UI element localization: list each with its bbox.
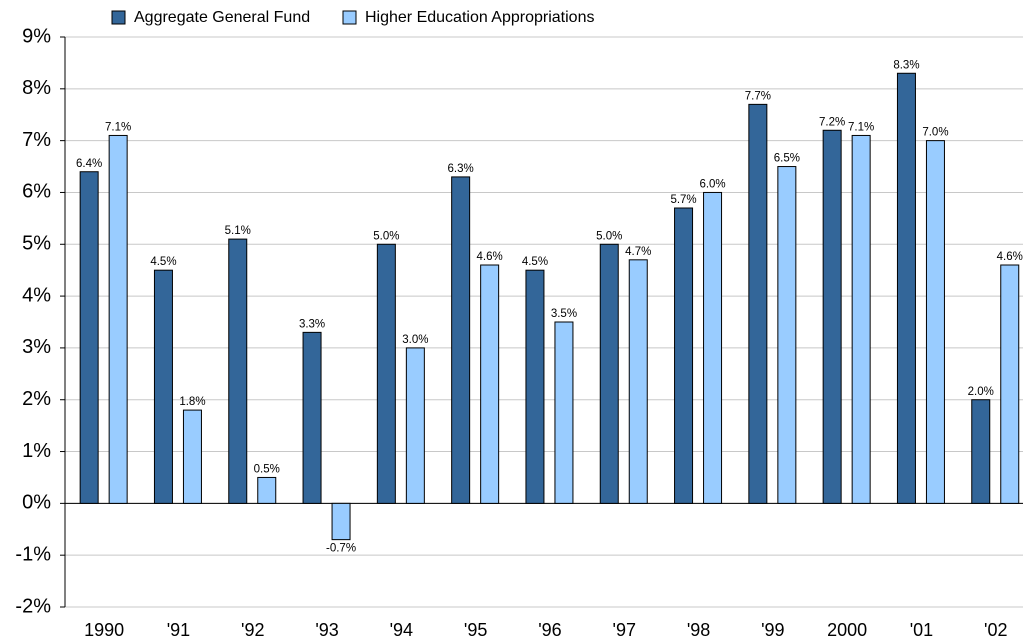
y-tick-label: 0% <box>22 492 51 514</box>
x-tick-label: '93 <box>315 620 338 640</box>
value-label: 6.5% <box>774 153 800 165</box>
value-label: 8.3% <box>893 59 919 71</box>
value-label: 4.7% <box>625 246 651 258</box>
x-tick-label: '97 <box>613 620 636 640</box>
value-label: 5.0% <box>373 230 399 242</box>
value-label: 3.5% <box>551 308 577 320</box>
bar <box>182 409 202 504</box>
x-tick-label: '98 <box>687 620 710 640</box>
value-label: 1.8% <box>179 396 205 408</box>
x-tick-label: 1990 <box>84 620 124 640</box>
legend-label: Aggregate General Fund <box>134 9 310 26</box>
x-tick-label: 2000 <box>827 620 867 640</box>
y-tick-label: 4% <box>22 284 51 306</box>
bar <box>302 331 322 504</box>
value-label: 5.0% <box>596 230 622 242</box>
value-label: 6.0% <box>699 178 725 190</box>
y-tick-label: -2% <box>15 595 51 617</box>
bar <box>971 399 991 504</box>
x-tick-label: '02 <box>984 620 1007 640</box>
bar <box>822 129 842 504</box>
bar <box>257 476 277 504</box>
y-tick-label: 9% <box>22 25 51 47</box>
value-label: 5.1% <box>225 225 251 237</box>
bar <box>851 134 871 504</box>
legend-swatch <box>342 10 357 25</box>
bar <box>228 238 248 504</box>
value-label: 2.0% <box>968 386 994 398</box>
value-label: 4.5% <box>150 256 176 268</box>
x-tick-label: '99 <box>761 620 784 640</box>
y-tick-label: -1% <box>15 543 51 565</box>
bar <box>480 264 500 504</box>
y-tick-label: 2% <box>22 388 51 410</box>
bar <box>79 171 99 504</box>
value-label: 7.7% <box>745 90 771 102</box>
bar <box>748 103 768 504</box>
value-label: 4.6% <box>477 251 503 263</box>
x-tick-label: '92 <box>241 620 264 640</box>
x-tick-label: '91 <box>167 620 190 640</box>
bar <box>376 243 396 504</box>
legend-label: Higher Education Appropriations <box>365 9 594 26</box>
y-tick-label: 5% <box>22 233 51 255</box>
bar <box>451 176 471 504</box>
value-label: 4.6% <box>997 251 1023 263</box>
legend-swatch <box>111 10 126 25</box>
bar <box>925 140 945 504</box>
bar <box>405 347 425 504</box>
value-label: 5.7% <box>670 194 696 206</box>
bar <box>554 321 574 504</box>
bar <box>599 243 619 504</box>
bar <box>1000 264 1020 504</box>
bar <box>703 191 723 504</box>
value-label: 7.1% <box>848 121 874 133</box>
value-label: 0.5% <box>254 463 280 475</box>
bar <box>674 207 694 504</box>
x-tick-label: '94 <box>390 620 413 640</box>
bar <box>525 269 545 504</box>
bar <box>777 166 797 504</box>
y-tick-label: 3% <box>22 336 51 358</box>
y-tick-label: 1% <box>22 440 51 462</box>
y-tick-label: 8% <box>22 77 51 99</box>
bar <box>108 134 128 504</box>
value-label: 7.2% <box>819 116 845 128</box>
value-label: 7.0% <box>922 127 948 139</box>
x-tick-label: '01 <box>910 620 933 640</box>
x-tick-label: '96 <box>538 620 561 640</box>
y-tick-label: 7% <box>22 129 51 151</box>
y-tick-label: 6% <box>22 181 51 203</box>
value-label: 3.0% <box>402 334 428 346</box>
value-label: -0.7% <box>326 543 356 555</box>
bar <box>628 259 648 504</box>
value-label: 6.3% <box>448 163 474 175</box>
x-tick-label: '95 <box>464 620 487 640</box>
bar <box>331 502 351 541</box>
value-label: 6.4% <box>76 158 102 170</box>
value-label: 3.3% <box>299 318 325 330</box>
value-label: 4.5% <box>522 256 548 268</box>
value-label: 7.1% <box>105 121 131 133</box>
bar <box>896 72 916 504</box>
bar <box>153 269 173 504</box>
